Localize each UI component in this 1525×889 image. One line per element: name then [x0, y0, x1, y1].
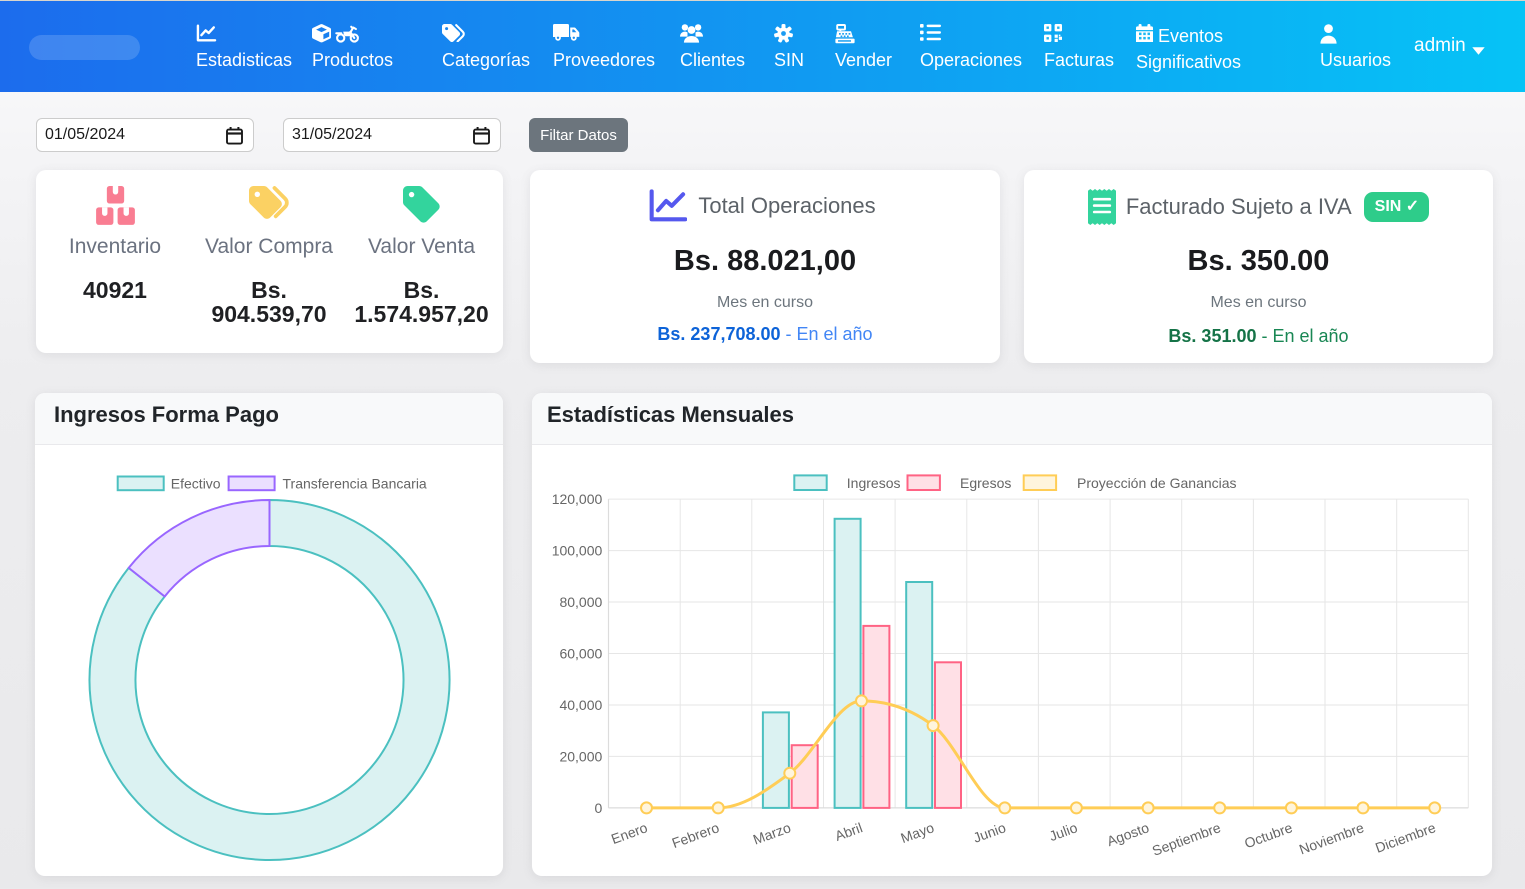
svg-text:Proyección de Ganancias: Proyección de Ganancias	[1077, 475, 1237, 491]
svg-text:80,000: 80,000	[559, 594, 602, 610]
svg-text:Agosto: Agosto	[1105, 819, 1152, 849]
svg-text:120,000: 120,000	[552, 491, 603, 507]
svg-text:Junio: Junio	[971, 819, 1008, 846]
svg-text:20,000: 20,000	[559, 748, 602, 764]
svg-text:Septiembre: Septiembre	[1150, 819, 1223, 859]
svg-text:Marzo: Marzo	[751, 819, 793, 847]
svg-text:Efectivo: Efectivo	[171, 476, 221, 492]
svg-text:Octubre: Octubre	[1242, 819, 1294, 851]
svg-text:Febrero: Febrero	[670, 819, 722, 851]
svg-text:Noviembre: Noviembre	[1297, 819, 1366, 857]
svg-text:Enero: Enero	[609, 819, 650, 847]
svg-text:60,000: 60,000	[559, 646, 602, 662]
svg-text:Julio: Julio	[1047, 819, 1080, 844]
svg-text:Transferencia Bancaria: Transferencia Bancaria	[283, 476, 427, 492]
svg-text:100,000: 100,000	[552, 543, 603, 559]
svg-text:Egresos: Egresos	[960, 475, 1011, 491]
svg-text:Ingresos: Ingresos	[847, 475, 901, 491]
svg-text:Mayo: Mayo	[898, 819, 936, 846]
svg-text:0: 0	[595, 800, 603, 816]
svg-text:Diciembre: Diciembre	[1373, 819, 1438, 856]
svg-text:Abril: Abril	[833, 819, 865, 844]
svg-text:40,000: 40,000	[559, 697, 602, 713]
